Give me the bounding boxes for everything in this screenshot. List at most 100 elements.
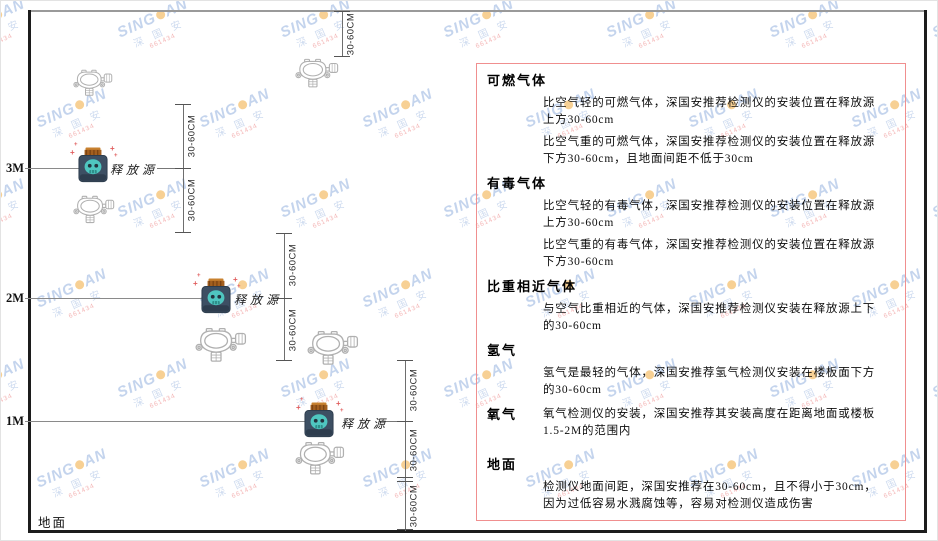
label-connector-line <box>272 298 276 299</box>
level-line-2m <box>25 298 204 299</box>
panel-paragraph: 氢气是最轻的气体，深国安推荐氢气检测仪安装在楼板面下方的30-60cm <box>543 367 876 396</box>
brand-dot-icon <box>1 188 4 201</box>
panel-paragraph: 比空气轻的可燃气体，深国安推荐检测仪的安装位置在释放源上方30-60cm <box>543 97 876 126</box>
spark-icon: + <box>193 279 198 288</box>
panel-section: 氢气 氢气是最轻的气体，深国安推荐氢气检测仪安装在楼板面下方的30-60cm <box>487 342 893 399</box>
dimension-tick <box>397 421 413 422</box>
dimension-tick <box>175 104 191 105</box>
label-connector-line <box>379 421 397 422</box>
brand-dot-icon <box>1 8 4 21</box>
dimension-tick <box>276 298 292 299</box>
height-label-1m: 1M <box>6 414 25 428</box>
spark-icon: + <box>114 153 118 159</box>
spark-icon: + <box>74 142 78 148</box>
spark-icon: + <box>296 403 301 412</box>
dimension-label: 30-60CM <box>186 114 198 158</box>
release-source-icon: + + + + <box>296 397 344 443</box>
info-panel: 可燃气体 比空气轻的可燃气体，深国安推荐检测仪的安装位置在释放源上方30-60c… <box>476 63 906 521</box>
dimension-label: 30-60CM <box>408 484 420 528</box>
dimension-tick <box>276 360 292 361</box>
release-source-icon: + + + + <box>193 273 241 319</box>
panel-paragraph: 比空气轻的有毒气体，深国安推荐检测仪的安装位置在释放源上方30-60cm <box>543 200 876 229</box>
dimension-line <box>342 11 343 57</box>
panel-section: 氧气 氧气检测仪的安装，深国安推荐其安装高度在距离地面或楼板1.5-2M的范围内 <box>487 406 893 440</box>
section-heading: 比重相近气体 <box>487 279 578 294</box>
spark-icon: + <box>70 148 75 157</box>
section-heading: 氢气 <box>487 343 518 358</box>
release-source-label: 释放源 <box>110 163 159 177</box>
level-line-3m <box>25 168 81 169</box>
spark-icon: + <box>300 397 304 403</box>
panel-section: 可燃气体 比空气轻的可燃气体，深国安推荐检测仪的安装位置在释放源上方30-60c… <box>487 72 893 168</box>
release-source-label: 释放源 <box>234 293 283 307</box>
dimension-tick <box>334 56 350 57</box>
brand-dot-icon <box>317 188 330 201</box>
floor-line <box>28 530 927 533</box>
dimension-tick <box>397 529 413 530</box>
panel-section: 地面 检测仪地面间距，深国安推荐在30-60cm，且不得小于30cm，因为过低容… <box>487 456 893 513</box>
spark-icon: + <box>233 275 238 284</box>
panel-paragraph: 检测仪地面间距，深国安推荐在30-60cm，且不得小于30cm，因为过低容易水溅… <box>543 481 877 510</box>
panel-section: 有毒气体 比空气轻的有毒气体，深国安推荐检测仪的安装位置在释放源上方30-60c… <box>487 175 893 271</box>
dimension-label: 30-60CM <box>345 12 357 56</box>
release-source-label: 释放源 <box>341 417 390 431</box>
section-paragraphs: 检测仪地面间距，深国安推荐在30-60cm，且不得小于30cm，因为过低容易水溅… <box>487 479 893 513</box>
panel-paragraph: 与空气比重相近的气体，深国安推荐检测仪安装在释放源上下的30-60cm <box>543 303 876 332</box>
dimension-tick <box>397 481 413 482</box>
dimension-label: 30-60CM <box>287 308 299 352</box>
section-heading: 可燃气体 <box>487 73 548 88</box>
section-paragraphs: 比空气轻的可燃气体，深国安推荐检测仪的安装位置在释放源上方30-60cm 比空气重… <box>487 95 893 168</box>
ceiling-line <box>28 10 927 12</box>
right-wall <box>924 10 927 533</box>
ground-label: 地面 <box>38 516 68 530</box>
height-label-2m: 2M <box>6 291 25 305</box>
dimension-tick <box>334 11 350 12</box>
gas-detector-icon <box>195 327 247 369</box>
info-panel-body: 可燃气体 比空气轻的可燃气体，深国安推荐检测仪的安装位置在释放源上方30-60c… <box>487 72 893 513</box>
brand-dot-icon <box>236 98 249 111</box>
spark-icon: + <box>237 284 241 290</box>
level-line-1m <box>25 421 306 422</box>
gas-detector-icon <box>295 441 345 482</box>
height-label-3m: 3M <box>6 161 25 175</box>
dimension-tick <box>397 477 413 478</box>
brand-dot-icon <box>73 278 86 291</box>
brand-dot-icon <box>1 368 4 381</box>
section-paragraphs: 与空气比重相近的气体，深国安推荐检测仪安装在释放源上下的30-60cm <box>487 301 893 335</box>
brand-dot-icon <box>154 188 167 201</box>
dimension-line <box>284 233 285 361</box>
section-paragraphs: 比空气轻的有毒气体，深国安推荐检测仪的安装位置在释放源上方30-60cm 比空气重… <box>487 198 893 271</box>
dimension-label: 30-60CM <box>408 368 420 412</box>
dimension-label: 30-60CM <box>408 428 420 472</box>
gas-detector-icon <box>73 195 115 230</box>
dimension-label: 30-60CM <box>186 178 198 222</box>
section-heading: 氧气 <box>487 407 518 422</box>
spark-icon: + <box>110 144 115 153</box>
panel-paragraph: 比空气重的有毒气体，深国安推荐检测仪的安装位置在释放源下方30-60cm <box>543 239 876 268</box>
panel-section: 比重相近气体 与空气比重相近的气体，深国安推荐检测仪安装在释放源上下的30-60… <box>487 278 893 335</box>
brand-dot-icon <box>73 458 86 471</box>
brand-dot-icon <box>399 278 412 291</box>
section-heading: 地面 <box>487 457 518 472</box>
section-paragraphs: 氧气检测仪的安装，深国安推荐其安装高度在距离地面或楼板1.5-2M的范围内 <box>487 406 893 440</box>
section-paragraphs: 氢气是最轻的气体，深国安推荐氢气检测仪安装在楼板面下方的30-60cm <box>487 365 893 399</box>
dimension-line <box>405 360 406 531</box>
label-connector-line <box>157 168 175 169</box>
section-heading: 有毒气体 <box>487 176 548 191</box>
dimension-tick <box>175 232 191 233</box>
dimension-tick <box>276 233 292 234</box>
